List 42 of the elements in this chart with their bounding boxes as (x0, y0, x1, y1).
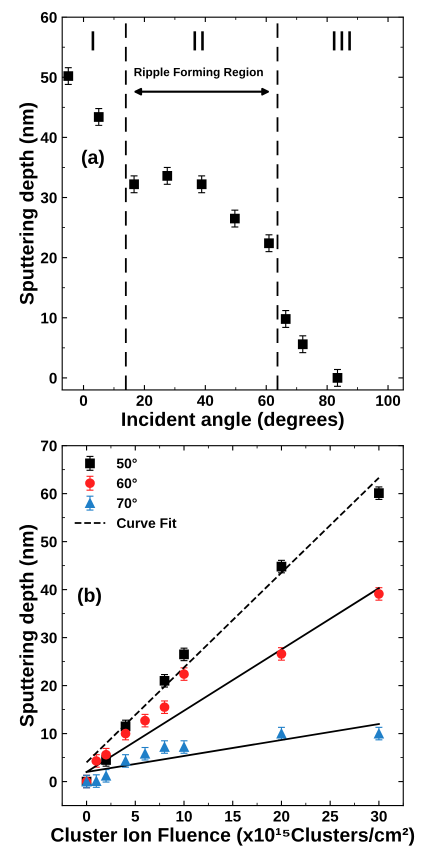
y-tick-label: 50 (40, 536, 57, 548)
y-axis-title: Sputtering depth (nm) (19, 102, 38, 304)
x-tick-label: 0 (80, 395, 88, 406)
y-tick-label: 20 (40, 252, 57, 264)
x-tick-label: 30 (370, 810, 387, 822)
x-tick-label: 80 (319, 395, 336, 406)
annotation: III (332, 31, 351, 50)
y-tick-label: 50 (40, 72, 57, 83)
x-tick-label: 40 (197, 395, 214, 406)
legend-label: 70° (116, 498, 137, 508)
annotation: (a) (82, 150, 104, 168)
y-tick-label: 60 (40, 488, 57, 500)
x-tick-label: 20 (273, 810, 290, 822)
y-tick-label: 30 (40, 632, 57, 644)
x-tick-label: 5 (132, 811, 140, 822)
y-tick-label: 0 (49, 776, 57, 788)
x-axis-title: Cluster Ion Fluence (x10¹⁵Clusters/cm²) (51, 827, 414, 846)
x-tick-label: 25 (322, 810, 338, 822)
annotation: I (92, 31, 94, 50)
y-axis-title: Sputtering depth (nm) (19, 525, 38, 727)
x-tick-label: 10 (176, 810, 192, 822)
y-tick-label: 10 (41, 312, 57, 324)
y-tick-label: 40 (40, 132, 57, 144)
annotation: (b) (78, 588, 101, 606)
x-tick-label: 15 (225, 811, 241, 822)
y-tick-label: 0 (49, 372, 57, 384)
legend-label: 60° (116, 478, 137, 488)
y-tick-label: 40 (40, 584, 57, 596)
y-tick-label: 60 (40, 12, 57, 23)
y-tick-label: 20 (40, 680, 57, 692)
annotation: Ripple Forming Region (134, 68, 263, 79)
x-axis-title: Incident angle (degrees) (122, 412, 344, 430)
legend-label: 50° (116, 458, 137, 468)
x-tick-label: 60 (258, 395, 274, 406)
annotation: II (193, 31, 204, 50)
y-tick-label: 30 (40, 192, 57, 204)
x-tick-label: 100 (376, 395, 400, 406)
x-tick-label: 20 (136, 395, 152, 406)
y-tick-label: 70 (41, 440, 57, 452)
legend-label: Curve Fit (116, 518, 176, 528)
x-tick-label: 0 (82, 810, 90, 822)
y-tick-label: 10 (41, 728, 57, 740)
